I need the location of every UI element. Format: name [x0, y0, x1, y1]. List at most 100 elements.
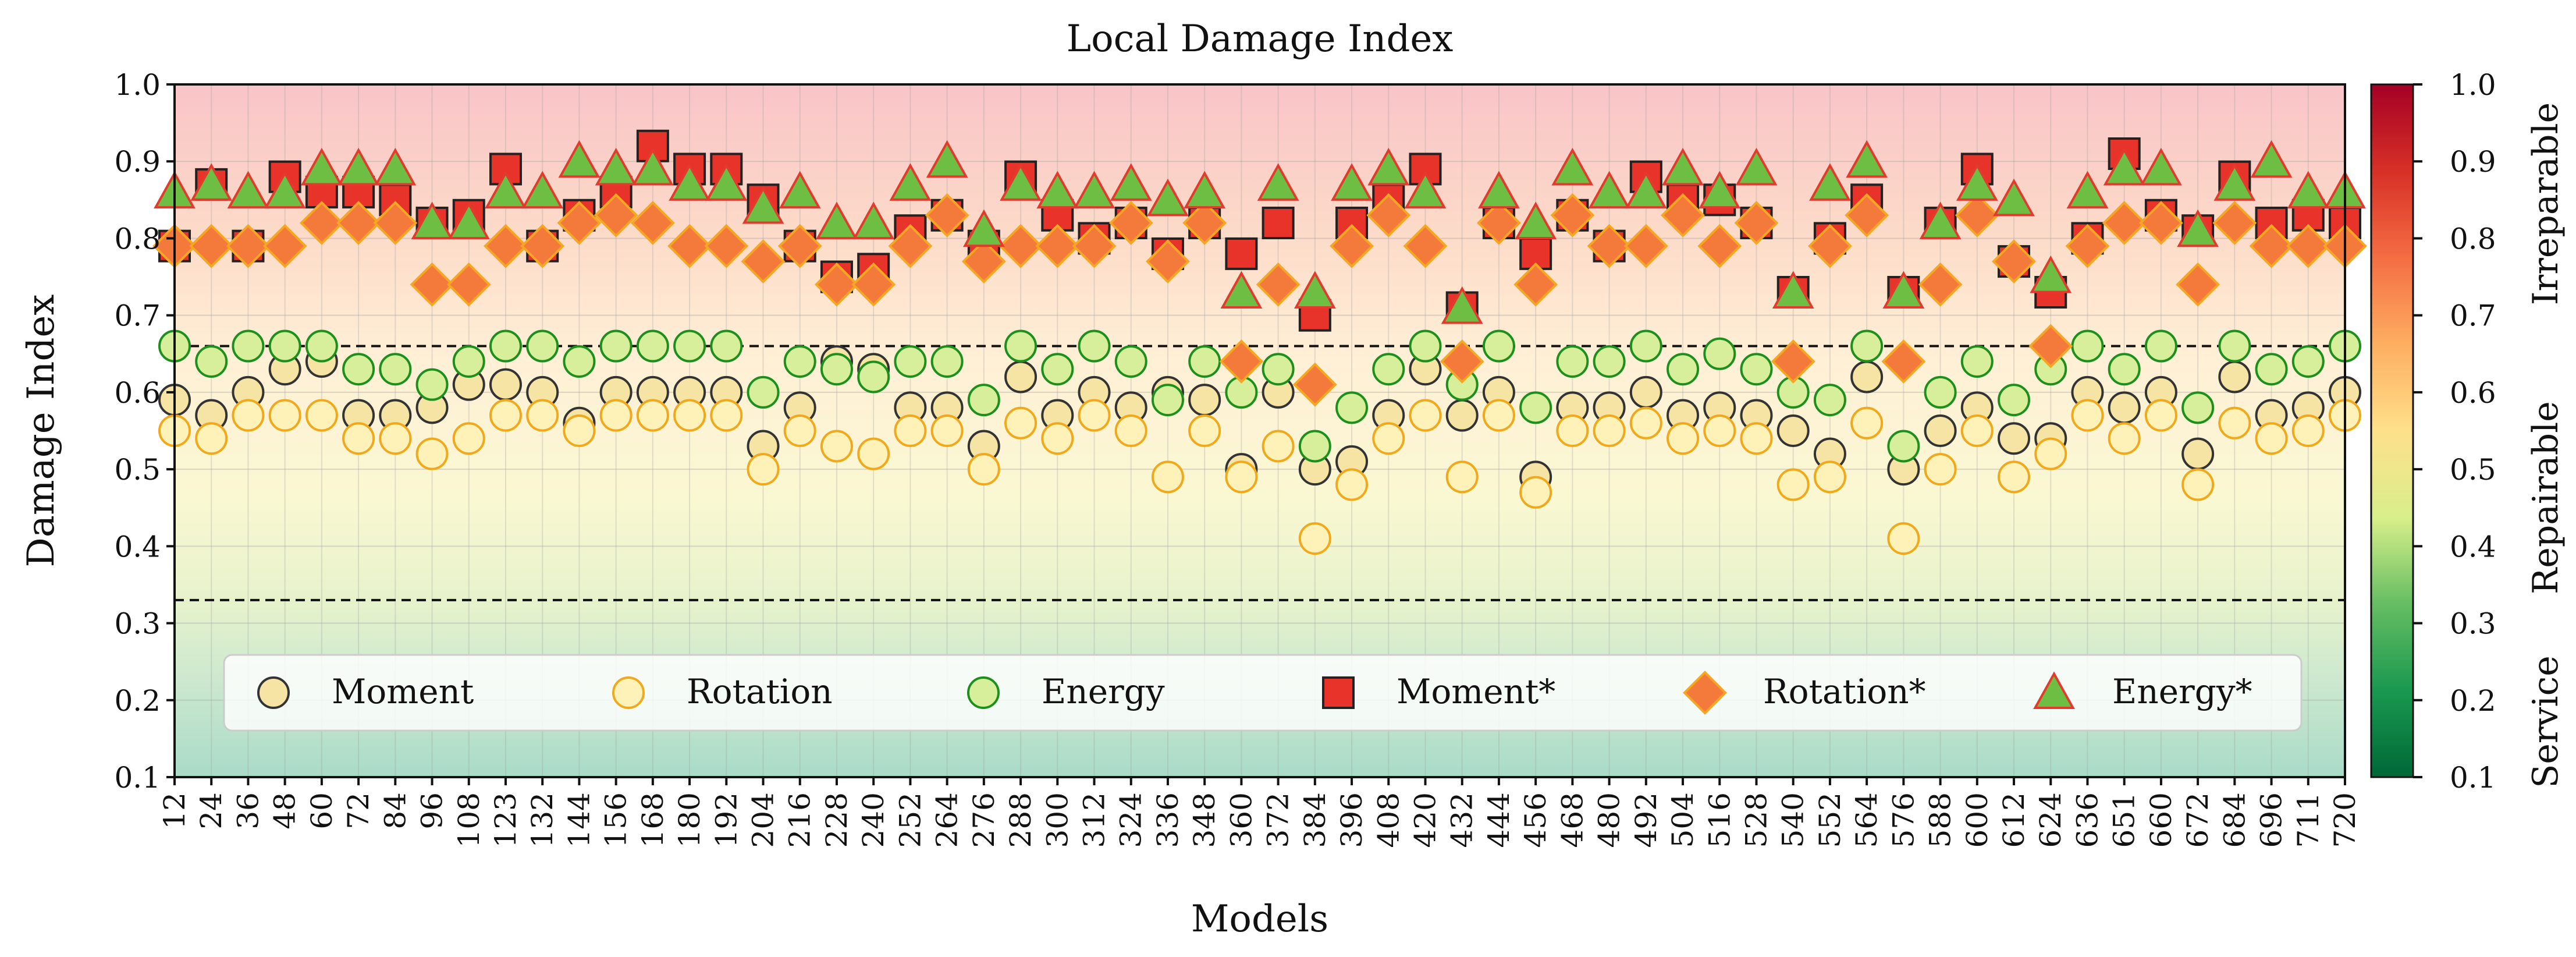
data-point: [1298, 430, 1331, 463]
data-point: [268, 399, 301, 432]
data-point: [926, 140, 968, 178]
data-point: [783, 345, 816, 378]
x-tick-label: 540: [1776, 792, 1810, 848]
data-point: [1809, 163, 1851, 201]
legend-label: Rotation: [687, 672, 833, 711]
data-point: [337, 147, 380, 186]
data-point: [1404, 171, 1447, 209]
data-point: [2218, 329, 2251, 363]
data-point: [1740, 353, 1773, 386]
x-tick-label: 216: [783, 792, 817, 848]
data-point: [999, 224, 1043, 268]
data-point: [1262, 207, 1295, 239]
x-tick-label: 144: [562, 792, 596, 848]
series-energy-star: [154, 140, 2366, 324]
data-point: [226, 224, 271, 268]
data-point: [710, 329, 743, 363]
data-point: [1846, 140, 1888, 178]
y-tick-label: 0.2: [114, 684, 161, 718]
data-point: [894, 345, 927, 378]
x-tick-label: 651: [2108, 792, 2141, 848]
data-point: [1182, 201, 1227, 245]
x-tick-label: 684: [2218, 792, 2251, 848]
data-point: [489, 329, 522, 363]
legend-marker: [1683, 671, 1727, 715]
data-point: [2181, 468, 2215, 501]
x-tick-label: 528: [1739, 792, 1773, 848]
data-point: [1956, 163, 1998, 201]
x-tick-label: 624: [2034, 792, 2067, 848]
x-tick-label: 288: [1004, 792, 1037, 848]
data-point: [2103, 147, 2145, 186]
data-point: [299, 201, 344, 245]
data-point: [1146, 239, 1190, 284]
data-point: [1409, 329, 1442, 363]
data-point: [1114, 414, 1147, 447]
data-point: [2286, 224, 2330, 268]
data-point: [2176, 262, 2220, 307]
data-point: [446, 262, 491, 307]
data-point: [262, 224, 307, 268]
y-tick-label: 0.9: [114, 145, 161, 179]
data-point: [962, 209, 1005, 247]
data-point: [1629, 406, 1662, 439]
x-tick-label: 672: [2181, 792, 2215, 848]
data-point: [1623, 224, 1668, 268]
data-point: [379, 422, 412, 455]
x-axis: 12 24 36 48 60 72 84 96 108 123 132 144 156 168 180 192…: [158, 777, 2362, 848]
data-point: [820, 430, 853, 463]
data-point: [710, 399, 743, 432]
data-point: [1771, 339, 1815, 384]
data-point: [636, 329, 669, 363]
data-point: [1188, 384, 1221, 417]
data-point: [1850, 406, 1884, 439]
data-point: [820, 353, 853, 386]
x-tick-label: 468: [1555, 792, 1589, 848]
data-point: [1073, 171, 1115, 209]
data-point: [452, 345, 485, 378]
data-point: [894, 414, 927, 447]
data-point: [705, 163, 748, 201]
data-point: [1845, 193, 1889, 238]
data-point: [1667, 422, 1700, 455]
data-point: [930, 414, 964, 447]
data-point: [888, 224, 933, 268]
data-point: [2071, 329, 2104, 363]
data-point: [1629, 375, 1662, 409]
y-tick-label: 0.3: [114, 607, 161, 641]
data-point: [2181, 391, 2215, 424]
data-point: [2218, 360, 2251, 394]
data-point: [2255, 422, 2288, 455]
x-tick-label: 48: [268, 792, 302, 830]
data-point: [379, 353, 412, 386]
legend-box: [223, 654, 2303, 732]
data-point: [1184, 171, 1226, 209]
data-point: [2140, 147, 2182, 186]
data-point: [415, 368, 449, 401]
x-tick-label: 96: [415, 792, 449, 830]
data-point: [227, 171, 269, 209]
data-point: [1004, 360, 1037, 394]
x-tick-label: 504: [1666, 792, 1700, 848]
x-tick-label: 36: [231, 792, 265, 830]
data-point: [673, 399, 706, 432]
data-point: [2255, 353, 2288, 386]
data-point: [336, 201, 381, 245]
legend-marker: [1322, 676, 1355, 709]
data-point: [967, 453, 1000, 486]
data-point: [2144, 329, 2177, 363]
data-point: [452, 422, 485, 455]
data-point: [1335, 468, 1369, 501]
data-point: [630, 201, 675, 245]
data-point: [2177, 209, 2219, 247]
data-point: [1703, 337, 1736, 370]
data-point: [2034, 437, 2067, 470]
data-point: [1445, 399, 1479, 432]
legend-label: Energy*: [2112, 672, 2252, 711]
data-point: [1998, 422, 2031, 455]
data-point: [2249, 224, 2294, 268]
data-point: [520, 224, 565, 268]
x-tick-label: 108: [452, 792, 486, 848]
data-point: [1482, 399, 1515, 432]
colorbar-ticks: 0.1 0.2 0.3 0.4 0.5 0.6 0.7 0.8 0.9 1.0: [2413, 68, 2496, 795]
